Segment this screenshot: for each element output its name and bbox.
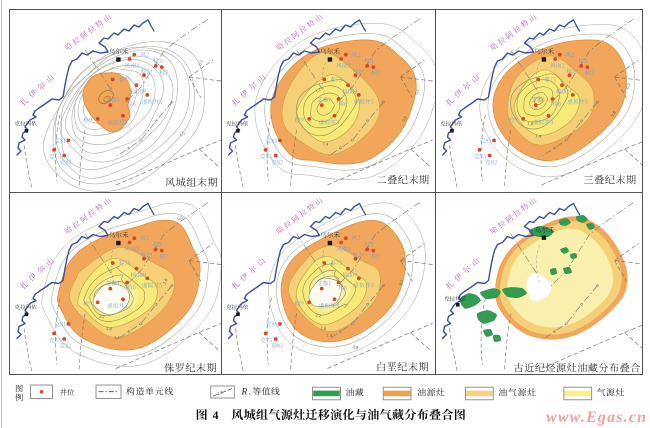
svg-text:www.Egas.cn: www.Egas.cn: [546, 409, 646, 426]
svg-text:.: .: [249, 388, 251, 398]
svg-text:0.5: 0.5: [625, 82, 631, 89]
svg-text:1.4: 1.4: [326, 333, 333, 339]
svg-text:R: R: [241, 388, 248, 398]
svg-text:0.5: 0.5: [197, 59, 204, 67]
svg-text:1.4: 1.4: [535, 133, 542, 139]
svg-text:1.4: 1.4: [114, 335, 121, 341]
svg-text:2.2: 2.2: [217, 390, 224, 396]
svg-text:0.5: 0.5: [398, 278, 405, 286]
svg-text:1.2: 1.2: [315, 87, 322, 94]
svg-text:1.8: 1.8: [320, 326, 327, 332]
svg-text:1.8: 1.8: [106, 326, 113, 332]
svg-text:0.5: 0.5: [177, 215, 185, 222]
svg-text:1.8: 1.8: [162, 277, 169, 285]
svg-text:2.2: 2.2: [315, 313, 321, 319]
svg-text:1.4: 1.4: [322, 141, 329, 147]
svg-text:4: 4: [213, 408, 219, 422]
svg-text:0.8: 0.8: [401, 115, 408, 123]
svg-text:0.8: 0.8: [610, 110, 617, 118]
svg-text:0.5: 0.5: [414, 88, 421, 96]
svg-text:1.8: 1.8: [527, 121, 534, 127]
svg-text:0.8: 0.8: [352, 345, 359, 351]
svg-text:2.2: 2.2: [99, 314, 105, 320]
svg-text:1.5: 1.5: [178, 130, 186, 138]
